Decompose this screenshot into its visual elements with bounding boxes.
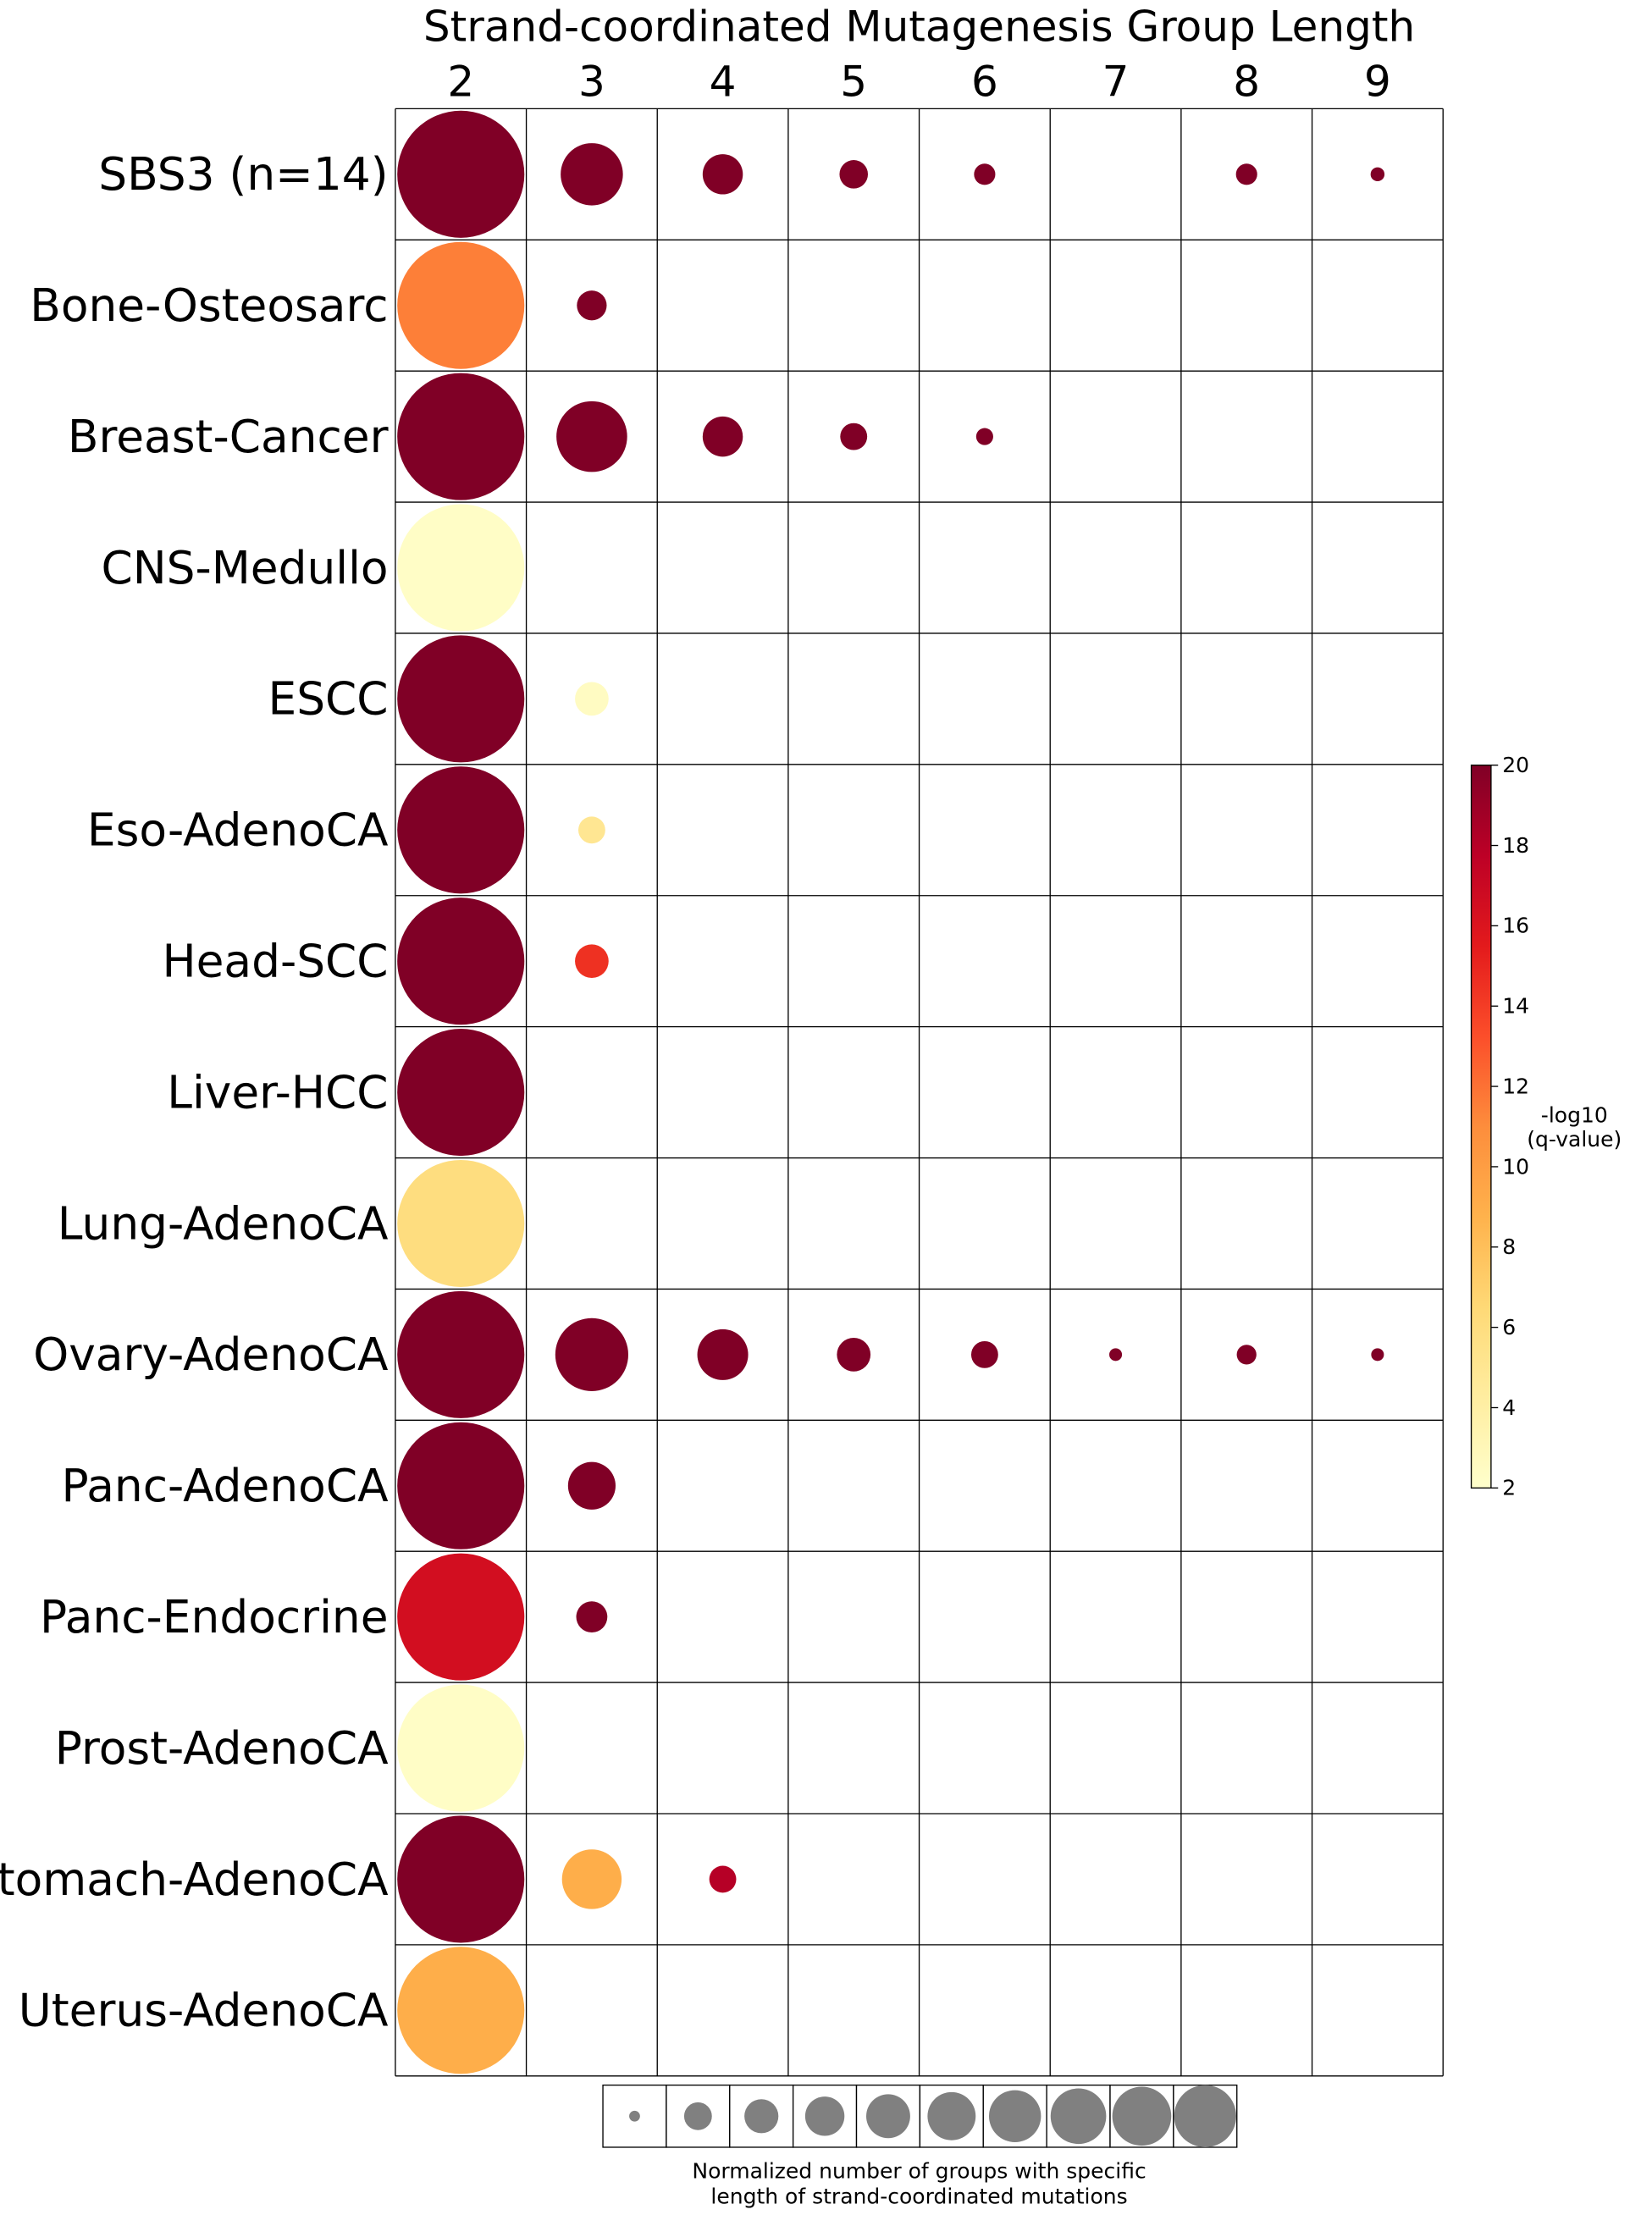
colorbar-tick-label: 4 [1502, 1395, 1516, 1420]
bubble [702, 416, 743, 457]
row-label: ESCC [268, 672, 388, 726]
row-label: Panc-Endocrine [40, 1590, 389, 1643]
colorbar-gradient [1470, 765, 1492, 1489]
colorbar-tick-label: 2 [1502, 1476, 1516, 1500]
row-label: Prost-AdenoCA [55, 1721, 389, 1775]
bubble [709, 1865, 737, 1893]
size-legend-bubble [1112, 2086, 1172, 2146]
row-label: Lung-AdenoCA [58, 1196, 389, 1250]
row-label: Eso-AdenoCA [87, 804, 389, 857]
bubble [837, 1338, 871, 1372]
bubble [397, 110, 525, 238]
bubble [975, 428, 993, 445]
bubble [397, 635, 525, 763]
column-tick-label: 9 [1364, 57, 1391, 106]
size-legend-bubble [629, 2110, 640, 2122]
bubble [576, 1601, 608, 1633]
bubble [567, 1461, 616, 1510]
chart-title: Strand-coordinated Mutagenesis Group Len… [423, 2, 1415, 51]
colorbar-tick-label: 20 [1502, 753, 1529, 777]
column-tick-label: 6 [971, 57, 998, 106]
colorbar: 2 4 6 8 10 12 14 16 18 20 -log10 (q-value) [1470, 753, 1622, 1500]
column-tick-label: 8 [1233, 57, 1260, 106]
bubble [1235, 163, 1257, 185]
bubble [397, 373, 525, 500]
bubble [577, 816, 605, 844]
bubble [397, 1422, 525, 1549]
column-tick-label: 7 [1102, 57, 1130, 106]
row-label: Breast-Cancer [68, 410, 389, 463]
row-label: Head-SCC [162, 935, 388, 988]
bubble [397, 504, 525, 632]
bubble [397, 1684, 525, 1812]
bubble [397, 898, 525, 1025]
size-legend-bubble [1174, 2085, 1236, 2147]
bubble [556, 400, 627, 472]
colorbar-label-line2: (q-value) [1527, 1127, 1622, 1152]
bubble [702, 154, 743, 195]
bubble [397, 1553, 525, 1681]
colorbar-tick-label: 6 [1502, 1315, 1516, 1339]
bubble [840, 423, 868, 450]
bubble [397, 1947, 525, 2074]
size-legend-bubble [989, 2090, 1041, 2142]
size-legend-bubble [927, 2091, 976, 2140]
colorbar-tick-label: 14 [1502, 994, 1529, 1019]
size-legend [602, 2084, 1238, 2148]
bubble [575, 682, 609, 716]
bubble [697, 1328, 749, 1380]
bubble [1371, 1348, 1384, 1362]
colorbar-tick-label: 12 [1502, 1074, 1529, 1098]
row-label: Liver-HCC [167, 1065, 388, 1119]
column-tick-label: 4 [710, 57, 737, 106]
colorbar-tick-label: 18 [1502, 833, 1529, 858]
row-label: Uterus-AdenoCA [19, 1984, 389, 2037]
column-tick-label: 2 [447, 57, 474, 106]
row-label: CNS-Medullo [101, 541, 388, 594]
size-legend-label-line2: length of strand-coordinated mutations [710, 2185, 1127, 2209]
size-legend-bubble [683, 2102, 712, 2130]
colorbar-tick-label: 10 [1502, 1154, 1529, 1179]
bubble [397, 1290, 525, 1418]
bubble [397, 1029, 525, 1157]
size-legend-bubble [1050, 2088, 1107, 2145]
bubble [1370, 167, 1385, 182]
size-legend-label-line1: Normalized number of groups with specifi… [692, 2159, 1146, 2184]
bubble [397, 1159, 525, 1287]
row-label: Bone-Osteosarc [30, 279, 388, 332]
colorbar-tick-label: 16 [1502, 914, 1529, 938]
bubble [555, 1317, 629, 1391]
row-label: Ovary-AdenoCA [33, 1328, 389, 1381]
column-tick-label: 5 [840, 57, 867, 106]
size-legend-bubble [866, 2094, 910, 2139]
bubble [397, 1815, 525, 1943]
size-legend-bubble [804, 2096, 845, 2136]
row-label: Panc-AdenoCA [61, 1459, 389, 1512]
bubble [575, 944, 609, 979]
bubble [974, 163, 996, 185]
bubble [397, 241, 525, 369]
row-label: SBS3 (n=14) [98, 147, 388, 201]
bubble [397, 766, 525, 894]
bubble [577, 290, 607, 321]
bubble [1109, 1348, 1123, 1362]
row-label: Stomach-AdenoCA [0, 1853, 389, 1906]
column-tick-label: 3 [578, 57, 605, 106]
bubble [561, 143, 623, 206]
bubble [839, 160, 869, 189]
colorbar-label-line1: -log10 [1541, 1103, 1608, 1128]
bubble [970, 1340, 998, 1368]
colorbar-tick-label: 8 [1502, 1235, 1516, 1259]
bubble [561, 1849, 622, 1909]
size-legend-bubble [744, 2099, 779, 2134]
bubble [1236, 1345, 1257, 1365]
